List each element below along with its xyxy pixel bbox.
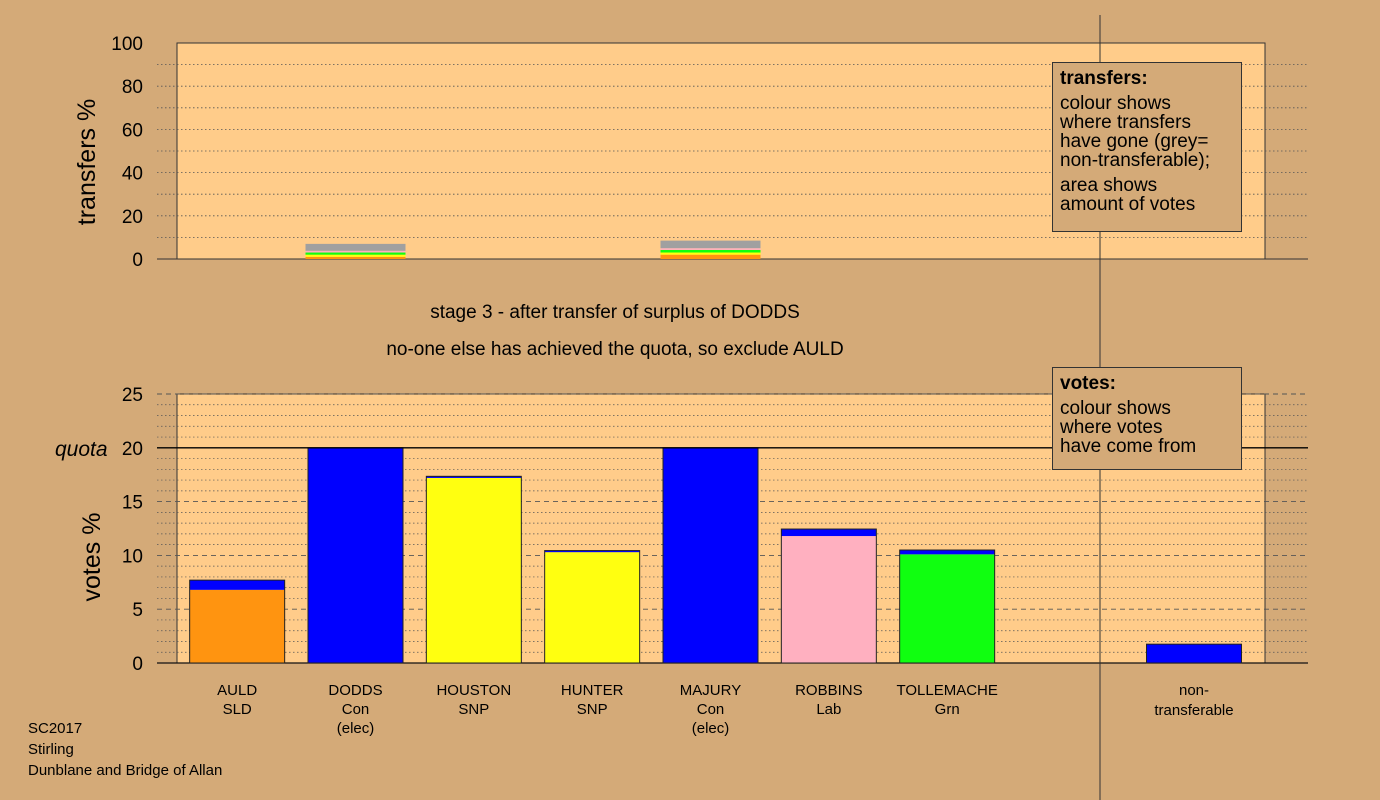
stage-line-2: no-one else has achieved the quota, so e…: [386, 339, 843, 360]
candidate-label: Con: [697, 701, 725, 718]
candidate-label: SLD: [223, 701, 252, 718]
transfer-segment: [660, 249, 761, 253]
transfers-ylabel: transfers %: [73, 99, 101, 225]
vote-bar-outline: [544, 550, 641, 664]
transfer-segment: [305, 256, 406, 259]
quota-label: quota: [55, 438, 108, 461]
candidate-label: Con: [342, 701, 370, 718]
transfers-ytick-label: 40: [122, 164, 143, 185]
votes-ytick-label: 5: [132, 600, 143, 621]
transfer-segment: [305, 250, 406, 253]
votes-ylabel: votes %: [78, 513, 106, 602]
vote-bar: [780, 528, 877, 664]
transfers-ytick-label: 20: [122, 207, 143, 228]
vote-bar-outline: [780, 528, 877, 664]
votes-ytick-label: 15: [122, 493, 143, 514]
vote-segment: [663, 447, 758, 663]
vote-bar: [425, 475, 522, 664]
candidate-label: DODDS: [328, 682, 382, 699]
candidate-label: HUNTER: [561, 682, 624, 699]
nontransferable-label-1: non-: [1179, 682, 1209, 699]
vote-bar-outline: [1146, 643, 1242, 664]
vote-segment: [899, 554, 995, 663]
candidate-label: HOUSTON: [436, 682, 511, 699]
transfers-legend-line: non-transferable);: [1060, 150, 1210, 171]
vote-bar: [662, 447, 759, 664]
nontransferable-label-2: transferable: [1154, 702, 1233, 719]
stage-line-1: stage 3 - after transfer of surplus of D…: [430, 302, 800, 323]
candidate-label: SNP: [577, 701, 608, 718]
transfers-ytick-label: 80: [122, 77, 143, 98]
votes-ytick-label: 0: [132, 654, 143, 675]
candidate-label: SNP: [458, 701, 489, 718]
candidate-label: AULD: [217, 682, 257, 699]
footer-election: SC2017: [28, 720, 83, 737]
vote-bar: [1146, 643, 1242, 664]
transfers-ytick-label: 60: [122, 120, 143, 141]
votes-yticks: 0 5 10 15 20 25: [122, 385, 143, 675]
candidate-labels: AULD SLD DODDS Con (elec) HOUSTON SNP HUNTER SNP…: [217, 682, 998, 737]
transfers-legend-line: have gone (grey=: [1060, 131, 1209, 152]
transfer-segment: [660, 240, 761, 249]
transfers-bars: [305, 240, 761, 259]
transfers-ytick-label: 100: [111, 34, 143, 55]
candidate-label: TOLLEMACHE: [896, 682, 997, 699]
transfers-yticks: 0 20 40 60 80 100: [111, 34, 143, 271]
transfer-segment: [305, 243, 406, 251]
vote-segment: [781, 529, 877, 537]
vote-bar-outline: [189, 579, 286, 664]
votes-bars: [189, 447, 1242, 664]
transfers-legend-title: transfers:: [1060, 68, 1148, 89]
vote-bar: [899, 549, 996, 664]
vote-segment: [308, 447, 403, 663]
vote-bar-outline: [899, 549, 996, 664]
candidate-label: ROBBINS: [795, 682, 863, 699]
footer-ward: Dunblane and Bridge of Allan: [28, 762, 223, 779]
vote-segment: [189, 580, 285, 590]
transfer-segment: [305, 254, 406, 257]
vote-segment: [189, 589, 285, 663]
vote-segment: [426, 477, 522, 663]
transfers-legend-line: area shows: [1060, 175, 1158, 196]
votes-legend-line: colour shows: [1060, 398, 1171, 419]
votes-legend-title: votes:: [1060, 373, 1116, 394]
vote-segment: [544, 550, 640, 553]
votes-legend: votes: colour shows where votes have com…: [1052, 367, 1242, 470]
candidate-label: Grn: [935, 701, 960, 718]
votes-legend-line: where votes: [1060, 417, 1163, 438]
vote-segment: [899, 550, 995, 555]
transfers-legend-line: colour shows: [1060, 93, 1171, 114]
votes-ytick-label: 10: [122, 546, 143, 567]
votes-ytick-label: 20: [122, 439, 143, 460]
vote-bar: [307, 447, 404, 664]
vote-segment: [781, 536, 877, 663]
candidate-label: (elec): [337, 720, 375, 737]
footer-council: Stirling: [28, 741, 74, 758]
transfers-legend: transfers: colour shows where transfers …: [1052, 62, 1242, 232]
transfers-legend-line: amount of votes: [1060, 194, 1196, 215]
transfers-ytick-label: 0: [132, 250, 143, 271]
votes-ytick-label: 25: [122, 385, 143, 406]
vote-bar: [189, 579, 286, 664]
transfer-segment: [660, 252, 761, 255]
candidate-label: MAJURY: [680, 682, 741, 699]
transfer-segment: [660, 248, 761, 250]
vote-segment: [426, 476, 522, 478]
vote-bar-outline: [425, 475, 522, 664]
candidate-label: Lab: [816, 701, 841, 718]
vote-bar: [544, 550, 641, 664]
votes-legend-line: have come from: [1060, 436, 1197, 457]
transfer-segment: [305, 252, 406, 255]
candidate-label: (elec): [692, 720, 730, 737]
vote-segment: [544, 552, 640, 663]
transfers-legend-line: where transfers: [1060, 112, 1191, 133]
transfer-segment: [660, 254, 761, 259]
footer: SC2017 Stirling Dunblane and Bridge of A…: [28, 718, 222, 781]
vote-segment: [1146, 644, 1242, 663]
